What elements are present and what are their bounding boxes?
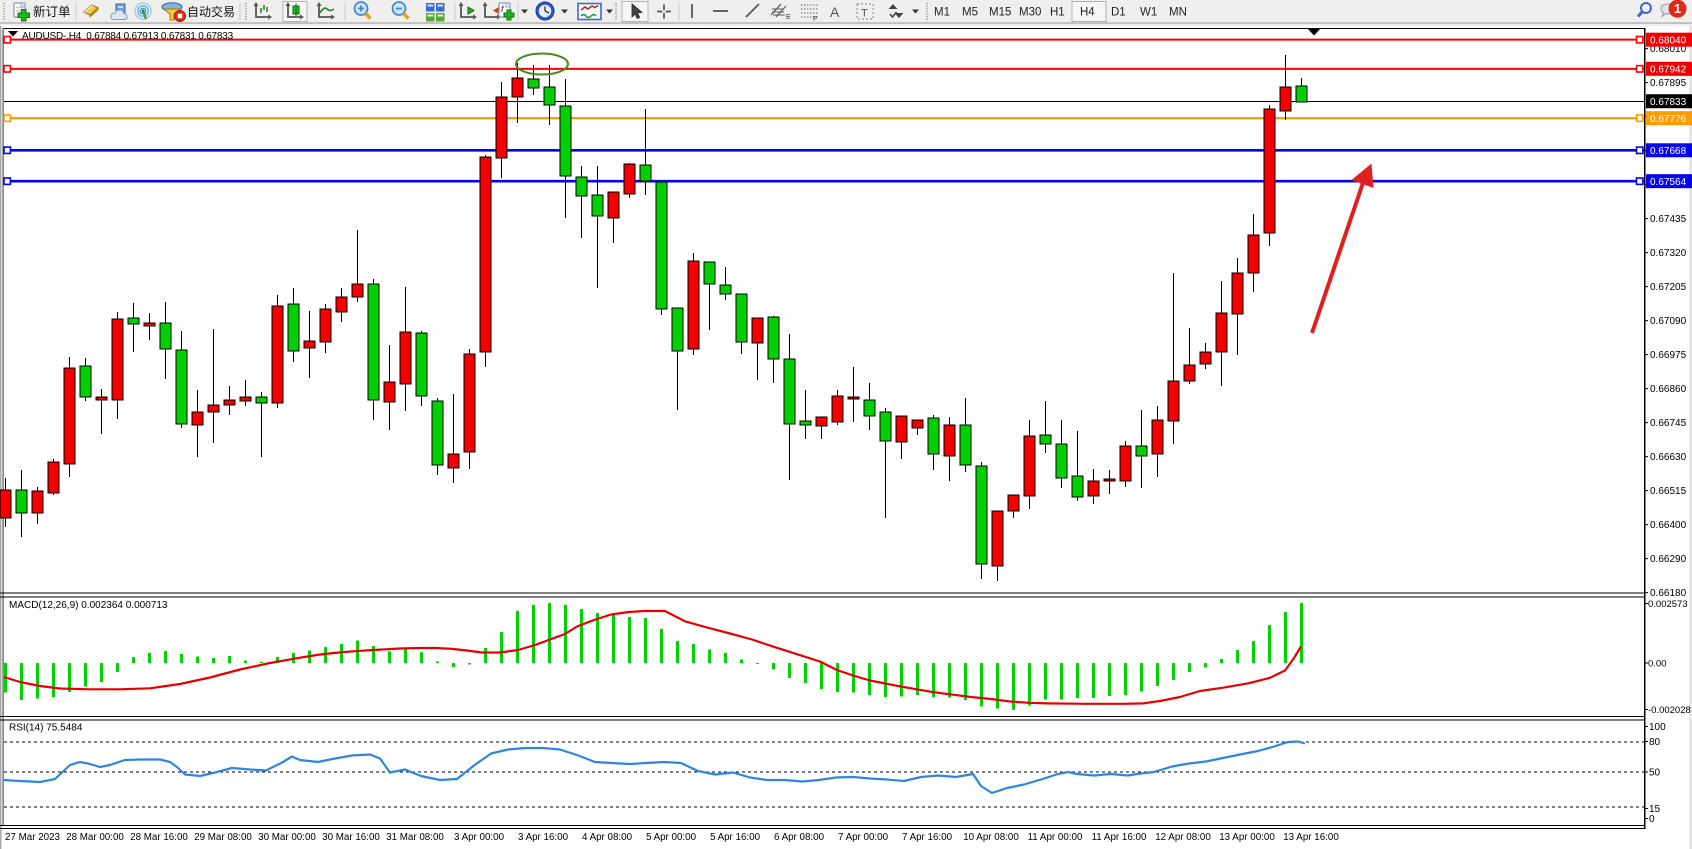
svg-text:0.66290: 0.66290 [1650, 554, 1687, 565]
svg-text:0.67564: 0.67564 [1650, 177, 1687, 188]
svg-text:自动交易: 自动交易 [187, 4, 235, 19]
svg-text:f: f [501, 4, 505, 14]
svg-text:80: 80 [1649, 737, 1661, 748]
svg-text:13 Apr 16:00: 13 Apr 16:00 [1283, 832, 1339, 843]
svg-text:AUDUSD-.H4 0.67884 0.67913 0.: AUDUSD-.H4 0.67884 0.67913 0.67831 0.678… [22, 31, 234, 42]
svg-text:27 Mar 2023: 27 Mar 2023 [5, 832, 61, 843]
svg-text:0.67090: 0.67090 [1650, 316, 1687, 327]
svg-text:13 Apr 00:00: 13 Apr 00:00 [1219, 832, 1275, 843]
svg-text:1: 1 [1674, 1, 1681, 16]
svg-text:12 Apr 08:00: 12 Apr 08:00 [1155, 832, 1211, 843]
svg-text:0.66400: 0.66400 [1650, 520, 1687, 531]
svg-text:15: 15 [1649, 804, 1661, 815]
svg-text:H4: H4 [1080, 7, 1095, 19]
svg-text:29 Mar 08:00: 29 Mar 08:00 [194, 832, 252, 843]
svg-text:A: A [830, 4, 840, 20]
svg-text:RSI(14) 75.5484: RSI(14) 75.5484 [9, 723, 83, 734]
svg-text:M1: M1 [934, 7, 950, 19]
svg-text:0.67320: 0.67320 [1650, 248, 1687, 259]
svg-text:H1: H1 [1050, 7, 1065, 19]
svg-text:7 Apr 16:00: 7 Apr 16:00 [902, 832, 953, 843]
svg-text:0.67942: 0.67942 [1650, 65, 1687, 76]
svg-text:4 Apr 08:00: 4 Apr 08:00 [582, 832, 633, 843]
svg-text:5 Apr 16:00: 5 Apr 16:00 [710, 832, 761, 843]
svg-text:新订单: 新订单 [33, 4, 71, 19]
svg-text:28 Mar 00:00: 28 Mar 00:00 [66, 832, 124, 843]
svg-text:0.66630: 0.66630 [1650, 452, 1687, 463]
svg-text:M15: M15 [989, 7, 1011, 19]
svg-text:10 Apr 08:00: 10 Apr 08:00 [963, 832, 1019, 843]
svg-text:MN: MN [1169, 7, 1187, 19]
svg-text:0.68010: 0.68010 [1650, 44, 1687, 55]
svg-text:0: 0 [1649, 814, 1655, 825]
svg-text:0.67833: 0.67833 [1650, 97, 1687, 108]
svg-text:W1: W1 [1140, 7, 1157, 19]
svg-text:0.00: 0.00 [1648, 659, 1667, 670]
svg-text:28 Mar 16:00: 28 Mar 16:00 [130, 832, 188, 843]
svg-text:M5: M5 [962, 7, 978, 19]
svg-text:11 Apr 16:00: 11 Apr 16:00 [1092, 832, 1147, 843]
svg-text:7 Apr 00:00: 7 Apr 00:00 [838, 832, 889, 843]
svg-text:100: 100 [1649, 722, 1666, 733]
svg-text:0.68040: 0.68040 [1650, 35, 1687, 46]
svg-text:3 Apr 00:00: 3 Apr 00:00 [454, 832, 505, 843]
svg-text:0.67435: 0.67435 [1650, 214, 1687, 225]
svg-text:-0.002028: -0.002028 [1648, 705, 1691, 716]
svg-text:0.66180: 0.66180 [1650, 588, 1687, 599]
svg-text:0.66515: 0.66515 [1650, 486, 1687, 497]
svg-text:0.66745: 0.66745 [1650, 418, 1687, 429]
svg-text:E: E [786, 14, 791, 21]
svg-text:6 Apr 08:00: 6 Apr 08:00 [774, 832, 825, 843]
svg-text:F: F [813, 16, 817, 23]
svg-text:0.67776: 0.67776 [1650, 114, 1687, 125]
svg-text:5 Apr 00:00: 5 Apr 00:00 [646, 832, 697, 843]
svg-text:3 Apr 16:00: 3 Apr 16:00 [518, 832, 569, 843]
svg-text:0.67668: 0.67668 [1650, 146, 1687, 157]
svg-text:30 Mar 00:00: 30 Mar 00:00 [258, 832, 316, 843]
svg-text:0.66975: 0.66975 [1650, 350, 1687, 361]
svg-text:T: T [861, 8, 868, 20]
svg-text:0.67205: 0.67205 [1650, 282, 1687, 293]
svg-text:M30: M30 [1019, 7, 1041, 19]
svg-text:0.002573: 0.002573 [1648, 599, 1688, 610]
svg-text:30 Mar 16:00: 30 Mar 16:00 [322, 832, 380, 843]
svg-text:11 Apr 00:00: 11 Apr 00:00 [1028, 832, 1083, 843]
svg-text:31 Mar 08:00: 31 Mar 08:00 [386, 832, 444, 843]
svg-text:D1: D1 [1111, 7, 1126, 19]
svg-text:0.66860: 0.66860 [1650, 384, 1687, 395]
svg-text:50: 50 [1649, 768, 1661, 779]
svg-text:MACD(12,26,9) 0.002364 0.00071: MACD(12,26,9) 0.002364 0.000713 [9, 600, 168, 611]
svg-text:0.67895: 0.67895 [1650, 78, 1687, 89]
